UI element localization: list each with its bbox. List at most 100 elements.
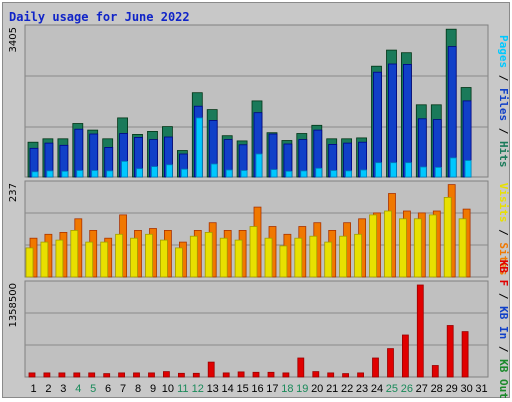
legend-kbytes-part-0: KB F bbox=[497, 260, 510, 287]
bar-kbytes-kb-f-day-3 bbox=[58, 372, 66, 378]
bar-hits-pages-day-21 bbox=[330, 170, 338, 178]
bar-kbytes-kb-f-day-1 bbox=[28, 372, 36, 378]
bar-hits-pages-day-27 bbox=[419, 166, 427, 178]
x-tick-day-22: 22 bbox=[341, 383, 353, 395]
x-tick-day-25: 25 bbox=[386, 383, 398, 395]
bar-visits-visits-day-4 bbox=[70, 229, 79, 278]
x-tick-day-18: 18 bbox=[281, 383, 293, 395]
bar-visits-visits-day-14 bbox=[219, 237, 228, 278]
bar-hits-pages-day-29 bbox=[449, 157, 457, 178]
legend-hits-part-1: / bbox=[497, 68, 510, 88]
legend-hits-part-2: Files bbox=[497, 88, 510, 121]
bar-hits-files-day-25 bbox=[388, 63, 397, 178]
x-tick-day-14: 14 bbox=[221, 383, 233, 395]
x-tick-day-21: 21 bbox=[326, 383, 338, 395]
bar-visits-visits-day-17 bbox=[264, 237, 273, 278]
x-tick-day-8: 8 bbox=[135, 383, 141, 395]
bar-hits-pages-day-12 bbox=[195, 117, 203, 178]
x-tick-day-27: 27 bbox=[416, 383, 428, 395]
x-tick-day-10: 10 bbox=[162, 383, 174, 395]
bar-kbytes-kb-f-day-6 bbox=[103, 373, 111, 378]
bar-kbytes-kb-f-day-19 bbox=[297, 357, 305, 378]
bar-visits-visits-day-29 bbox=[443, 196, 452, 278]
bar-kbytes-kb-f-day-18 bbox=[282, 372, 290, 378]
bar-visits-visits-day-25 bbox=[384, 210, 392, 278]
bar-kbytes-kb-f-day-8 bbox=[133, 372, 140, 378]
bar-hits-pages-day-8 bbox=[136, 168, 143, 178]
x-tick-day-20: 20 bbox=[311, 383, 323, 395]
bar-visits-visits-day-6 bbox=[100, 241, 109, 278]
bar-visits-visits-day-18 bbox=[279, 245, 288, 278]
bar-visits-visits-day-13 bbox=[204, 231, 213, 278]
bar-hits-pages-day-17 bbox=[270, 169, 278, 178]
bar-kbytes-kb-f-day-15 bbox=[237, 371, 245, 378]
bar-visits-visits-day-30 bbox=[458, 218, 467, 278]
x-tick-day-12: 12 bbox=[192, 383, 204, 395]
bar-visits-visits-day-11 bbox=[174, 247, 183, 278]
bar-kbytes-kb-f-day-10 bbox=[162, 371, 170, 378]
bar-hits-pages-day-23 bbox=[360, 169, 368, 178]
legend-visits: Visits / Sites bbox=[497, 183, 510, 276]
x-tick-day-1: 1 bbox=[30, 383, 36, 395]
bar-hits-pages-day-14 bbox=[225, 169, 233, 178]
bar-kbytes-kb-f-day-17 bbox=[267, 371, 275, 378]
bar-hits-pages-day-20 bbox=[315, 167, 323, 178]
bar-visits-visits-day-24 bbox=[369, 214, 377, 278]
bar-hits-pages-day-2 bbox=[46, 170, 54, 178]
bar-visits-visits-day-19 bbox=[294, 237, 303, 278]
bar-visits-visits-day-27 bbox=[413, 218, 422, 278]
panel-kbytes bbox=[24, 280, 489, 378]
legend-visits-part-1: / bbox=[497, 223, 510, 243]
bar-hits-pages-day-1 bbox=[31, 171, 39, 178]
bar-visits-visits-day-5 bbox=[85, 241, 94, 278]
x-tick-day-7: 7 bbox=[120, 383, 126, 395]
bar-hits-files-day-4 bbox=[74, 128, 84, 178]
bar-hits-pages-day-3 bbox=[61, 170, 69, 178]
legend-hits: Pages / Files / Hits bbox=[497, 35, 510, 168]
x-tick-day-13: 13 bbox=[207, 383, 219, 395]
max-label-kbytes: 1358500 bbox=[8, 283, 19, 328]
legend-hits-part-3: / bbox=[497, 121, 510, 141]
bar-hits-pages-day-24 bbox=[375, 162, 382, 178]
x-tick-day-5: 5 bbox=[90, 383, 96, 395]
max-label-visits: 237 bbox=[8, 183, 19, 202]
bar-kbytes-kb-f-day-24 bbox=[372, 357, 379, 378]
x-tick-day-3: 3 bbox=[60, 383, 66, 395]
bar-visits-visits-day-23 bbox=[354, 233, 363, 278]
bar-visits-visits-day-20 bbox=[309, 235, 318, 278]
bar-kbytes-kb-f-day-27 bbox=[416, 284, 424, 378]
x-tick-day-4: 4 bbox=[75, 383, 81, 395]
bar-kbytes-kb-f-day-28 bbox=[431, 365, 439, 378]
legend-kbytes-part-1: / bbox=[497, 286, 510, 306]
bar-hits-pages-day-30 bbox=[464, 160, 472, 178]
bar-kbytes-kb-f-day-30 bbox=[461, 331, 469, 378]
bar-hits-pages-day-4 bbox=[76, 170, 84, 178]
x-tick-day-15: 15 bbox=[236, 383, 248, 395]
bar-kbytes-kb-f-day-7 bbox=[118, 372, 125, 378]
x-tick-day-26: 26 bbox=[401, 383, 413, 395]
bar-kbytes-kb-f-day-25 bbox=[387, 348, 394, 378]
bar-hits-pages-day-15 bbox=[240, 170, 248, 178]
bar-hits-pages-day-18 bbox=[285, 170, 293, 178]
x-tick-day-17: 17 bbox=[266, 383, 278, 395]
bar-visits-visits-day-15 bbox=[234, 239, 243, 278]
bar-kbytes-kb-f-day-9 bbox=[148, 372, 155, 378]
legend-visits-part-2: Sites bbox=[497, 242, 510, 275]
x-tick-day-28: 28 bbox=[431, 383, 443, 395]
bar-hits-pages-day-25 bbox=[390, 162, 397, 178]
bar-visits-visits-day-7 bbox=[115, 233, 123, 278]
bar-hits-pages-day-16 bbox=[255, 153, 263, 178]
x-tick-day-30: 30 bbox=[460, 383, 472, 395]
bar-visits-visits-day-12 bbox=[189, 235, 198, 278]
bar-kbytes-kb-f-day-2 bbox=[43, 372, 51, 378]
bar-hits-pages-day-19 bbox=[300, 170, 308, 178]
bar-hits-files-day-24 bbox=[373, 71, 382, 178]
x-tick-day-19: 19 bbox=[296, 383, 308, 395]
legend-visits-part-0: Visits bbox=[497, 183, 510, 223]
bar-hits-pages-day-7 bbox=[121, 160, 128, 178]
bar-kbytes-kb-f-day-12 bbox=[192, 372, 200, 378]
x-tick-day-11: 11 bbox=[177, 383, 188, 395]
bar-kbytes-kb-f-day-14 bbox=[222, 372, 230, 378]
bar-kbytes-kb-f-day-22 bbox=[342, 373, 350, 378]
